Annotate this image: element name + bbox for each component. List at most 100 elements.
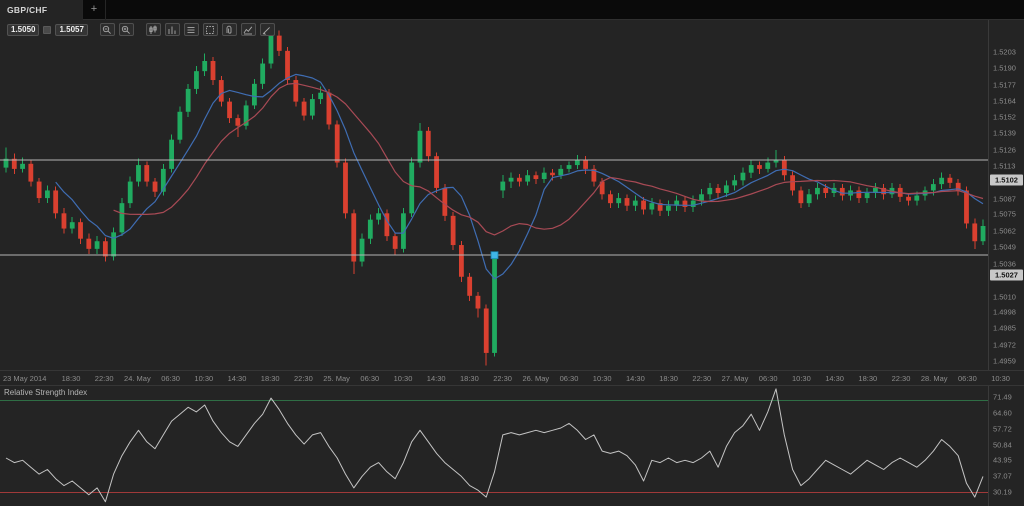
snapshot-button[interactable]	[202, 23, 218, 36]
candle-body	[227, 101, 232, 119]
candle-body	[558, 168, 564, 176]
candle-body	[86, 238, 92, 249]
candle-body	[815, 187, 820, 195]
price-tick-label: 1.4972	[993, 340, 1016, 350]
price-tick-label: 1.5203	[993, 47, 1016, 57]
pencil-icon	[263, 26, 271, 35]
time-tick-label: 24. May	[124, 374, 151, 383]
candle-body	[723, 185, 729, 193]
price-tick-label: 1.5152	[993, 112, 1016, 122]
price-tick-label: 1.4959	[993, 356, 1016, 366]
candle-body	[260, 63, 266, 84]
time-tick-label: 25. May	[323, 374, 350, 383]
zoom-in-button[interactable]	[118, 23, 134, 36]
lines-icon	[187, 26, 195, 33]
candle-body	[409, 162, 415, 214]
rsi-tick-label: 71.49	[993, 392, 1012, 402]
price-line-badge: 1.5102	[990, 174, 1023, 186]
candle-body	[624, 198, 630, 206]
candle-body	[740, 172, 746, 181]
zoom-out-button[interactable]	[99, 23, 115, 36]
ask-price-button[interactable]: 1.5057	[55, 23, 88, 36]
candle-body	[268, 35, 274, 64]
candle-body	[61, 213, 67, 229]
price-tick-label: 1.5087	[993, 194, 1016, 204]
spread-box-icon[interactable]	[43, 25, 52, 34]
candle-body	[550, 172, 555, 176]
candle-body	[583, 160, 588, 169]
tab-label: GBP/CHF	[7, 5, 48, 15]
candle-body	[301, 101, 307, 116]
view-mode-button[interactable]	[183, 23, 199, 36]
candle-body	[798, 190, 804, 204]
candle-body	[450, 215, 456, 246]
line-drag-handle[interactable]	[490, 251, 499, 260]
time-tick-label: 14:30	[227, 374, 247, 383]
link-button[interactable]	[221, 23, 237, 36]
time-tick-label: 10:30	[991, 374, 1010, 383]
price-tick-label: 1.5113	[993, 161, 1016, 171]
candle-body	[318, 92, 324, 100]
price-chart[interactable]	[0, 20, 988, 370]
chart-type-button[interactable]	[145, 23, 161, 36]
candle-body	[773, 160, 779, 163]
time-tick-label: 27. May	[721, 374, 749, 383]
candle-body	[715, 187, 721, 193]
ma-fast-line	[55, 73, 984, 280]
candle-body	[434, 156, 439, 188]
candle-body	[508, 177, 514, 182]
time-tick-label: 23 May 2014	[3, 374, 47, 383]
rsi-chart[interactable]	[0, 386, 988, 506]
candle-body	[533, 175, 539, 180]
time-tick-label: 06:30	[360, 374, 380, 383]
rsi-axis[interactable]: 71.49 64.60 57.72 50.84 43.95 37.07 30.19	[988, 386, 1024, 506]
time-tick-label: 22:30	[493, 374, 512, 383]
new-tab-button[interactable]: +	[82, 0, 106, 20]
price-axis[interactable]: 1.5203 1.5190 1.5177 1.5164 1.5152 1.5139 1.51…	[988, 20, 1024, 382]
bid-price-button[interactable]: 1.5050	[7, 23, 40, 36]
price-tick-label: 1.5164	[993, 96, 1016, 106]
candle-body	[732, 180, 738, 186]
candle-body	[417, 130, 423, 163]
candle-body	[972, 223, 978, 242]
time-tick-label: 06:30	[161, 374, 180, 383]
candle-body	[293, 80, 299, 102]
indicators-button[interactable]	[240, 23, 256, 36]
price-tick-label: 1.5177	[993, 80, 1016, 90]
candle-body	[425, 130, 431, 157]
time-tick-label: 22:30	[294, 374, 313, 383]
magnifier-minus-icon	[103, 25, 112, 34]
candle-body	[599, 181, 605, 195]
rsi-tick-label: 43.95	[993, 455, 1012, 465]
candles-group	[3, 28, 986, 366]
candle-body	[36, 181, 42, 199]
candle-body	[102, 241, 108, 257]
time-tick-label: 14:30	[825, 374, 844, 383]
time-tick-label: 18:30	[659, 374, 678, 383]
candle-body	[11, 158, 17, 169]
tab-gbpchf[interactable]: GBP/CHF	[0, 0, 82, 20]
time-tick-label: 22:30	[891, 374, 911, 383]
candle-body	[516, 177, 522, 182]
candle-body	[930, 184, 936, 191]
candle-body	[707, 187, 713, 195]
candle-body	[160, 168, 166, 192]
rsi-tick-label: 57.72	[993, 424, 1012, 434]
candle-body	[475, 295, 481, 309]
time-tick-label: 18:30	[260, 374, 280, 383]
periods-button[interactable]	[164, 23, 180, 36]
rsi-line	[5, 388, 984, 503]
time-axis[interactable]: 23 May 2014 18:30 22:30 24. May 06:30 10:30 14…	[0, 370, 1024, 386]
candle-body	[285, 50, 290, 81]
candle-body	[947, 177, 953, 183]
draw-button[interactable]	[259, 23, 275, 36]
candle-body	[881, 187, 887, 195]
candle-body	[566, 165, 572, 169]
candle-body	[326, 92, 332, 125]
candle-body	[806, 194, 812, 204]
candle-body	[392, 236, 398, 249]
time-tick-label: 26. May	[522, 374, 550, 383]
rsi-tick-label: 50.84	[993, 440, 1012, 450]
candle-body	[483, 308, 489, 353]
